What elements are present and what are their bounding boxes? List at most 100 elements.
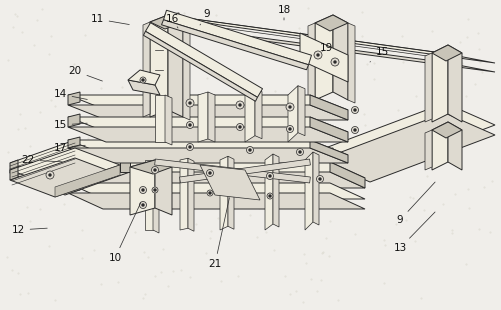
Polygon shape: [244, 89, 255, 142]
Text: 20: 20: [68, 66, 102, 81]
Polygon shape: [314, 15, 347, 31]
Polygon shape: [145, 160, 153, 230]
Polygon shape: [310, 95, 347, 120]
Polygon shape: [199, 165, 260, 200]
Polygon shape: [68, 193, 364, 209]
Polygon shape: [10, 158, 120, 197]
Polygon shape: [165, 25, 494, 72]
Circle shape: [236, 123, 243, 131]
Polygon shape: [298, 86, 305, 136]
Polygon shape: [447, 122, 461, 170]
Text: 16: 16: [165, 14, 178, 28]
Polygon shape: [273, 154, 279, 227]
Circle shape: [238, 126, 240, 128]
Circle shape: [142, 204, 144, 206]
Polygon shape: [68, 140, 347, 155]
Polygon shape: [68, 105, 347, 120]
Polygon shape: [255, 89, 262, 139]
Polygon shape: [319, 113, 494, 182]
Circle shape: [351, 126, 358, 134]
Polygon shape: [431, 122, 461, 138]
Text: 9: 9: [396, 182, 434, 225]
Polygon shape: [150, 15, 183, 29]
Polygon shape: [319, 148, 332, 160]
Circle shape: [208, 172, 210, 174]
Polygon shape: [431, 45, 461, 61]
Circle shape: [351, 107, 358, 113]
Text: 15: 15: [53, 120, 87, 130]
Text: 11: 11: [90, 14, 129, 24]
Polygon shape: [161, 20, 308, 70]
Polygon shape: [130, 160, 172, 174]
Circle shape: [269, 175, 271, 177]
Polygon shape: [68, 159, 80, 172]
Polygon shape: [319, 103, 494, 172]
Polygon shape: [68, 162, 364, 178]
Circle shape: [152, 187, 158, 193]
Circle shape: [142, 79, 144, 81]
Polygon shape: [10, 148, 120, 187]
Circle shape: [46, 171, 54, 179]
Polygon shape: [154, 159, 310, 183]
Circle shape: [208, 192, 210, 194]
Circle shape: [333, 61, 335, 63]
Circle shape: [286, 103, 294, 111]
Polygon shape: [310, 140, 347, 163]
Polygon shape: [130, 160, 155, 215]
Circle shape: [353, 129, 355, 131]
Polygon shape: [447, 45, 461, 122]
Circle shape: [154, 169, 156, 171]
Circle shape: [238, 104, 240, 106]
Polygon shape: [68, 172, 364, 188]
Polygon shape: [424, 53, 431, 122]
Text: 18: 18: [277, 5, 290, 20]
Circle shape: [140, 77, 146, 83]
Polygon shape: [68, 180, 80, 193]
Polygon shape: [155, 160, 172, 215]
Polygon shape: [227, 156, 233, 229]
Polygon shape: [10, 167, 18, 180]
Polygon shape: [197, 92, 207, 142]
Circle shape: [316, 54, 318, 56]
Text: 14: 14: [53, 89, 87, 100]
Circle shape: [186, 144, 193, 150]
Circle shape: [266, 172, 273, 179]
Text: 15: 15: [369, 47, 388, 62]
Circle shape: [206, 170, 213, 176]
Circle shape: [318, 178, 320, 180]
Polygon shape: [155, 95, 165, 142]
Circle shape: [246, 147, 253, 153]
Circle shape: [139, 187, 146, 193]
Polygon shape: [128, 80, 160, 95]
Polygon shape: [310, 117, 347, 142]
Polygon shape: [288, 86, 298, 142]
Polygon shape: [68, 114, 80, 127]
Polygon shape: [332, 15, 347, 100]
Polygon shape: [188, 158, 193, 231]
Text: 13: 13: [393, 212, 434, 253]
Polygon shape: [313, 152, 318, 225]
Text: 19: 19: [319, 43, 332, 53]
Circle shape: [296, 148, 303, 156]
Circle shape: [313, 51, 321, 59]
Circle shape: [188, 146, 190, 148]
Polygon shape: [163, 10, 311, 65]
Circle shape: [151, 166, 158, 174]
Circle shape: [248, 149, 250, 151]
Circle shape: [286, 126, 293, 132]
Circle shape: [316, 175, 323, 183]
Polygon shape: [165, 95, 172, 145]
Circle shape: [289, 128, 291, 130]
Polygon shape: [308, 23, 314, 100]
Polygon shape: [165, 13, 179, 25]
Polygon shape: [347, 23, 354, 103]
Polygon shape: [153, 160, 159, 233]
Polygon shape: [179, 159, 310, 183]
Polygon shape: [68, 127, 347, 142]
Circle shape: [289, 106, 291, 108]
Polygon shape: [165, 15, 494, 63]
Polygon shape: [300, 33, 347, 82]
Polygon shape: [180, 158, 188, 230]
Polygon shape: [207, 92, 214, 142]
Polygon shape: [168, 15, 183, 117]
